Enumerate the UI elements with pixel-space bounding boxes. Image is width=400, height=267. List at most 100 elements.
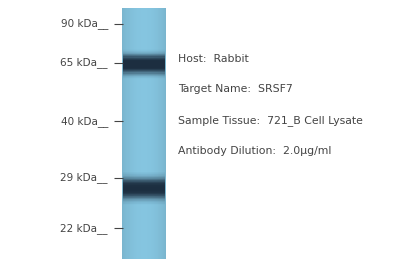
Bar (152, 8, 153, 259)
Bar (123, 60, 165, 62)
Text: Sample Tissue:  721_B Cell Lysate: Sample Tissue: 721_B Cell Lysate (178, 115, 363, 125)
Bar (123, 74, 165, 76)
Bar (123, 172, 165, 174)
Bar (123, 199, 165, 201)
Bar (123, 62, 165, 64)
Bar (123, 73, 165, 75)
Text: 22 kDa__: 22 kDa__ (60, 223, 108, 234)
Bar (123, 184, 165, 186)
Bar (156, 8, 158, 259)
Bar (123, 192, 165, 194)
Bar (123, 194, 165, 196)
Bar (164, 8, 165, 259)
Bar (123, 179, 165, 180)
Text: Antibody Dilution:  2.0μg/ml: Antibody Dilution: 2.0μg/ml (178, 146, 331, 156)
Bar (123, 190, 165, 191)
Bar (123, 59, 165, 61)
Bar (135, 8, 137, 259)
Bar (123, 49, 165, 51)
Bar (138, 8, 139, 259)
Bar (123, 177, 165, 179)
Bar (123, 59, 165, 61)
Bar (123, 68, 165, 70)
Bar (150, 8, 151, 259)
Bar (123, 54, 165, 56)
Bar (153, 8, 154, 259)
Bar (123, 196, 165, 198)
Bar (123, 76, 165, 77)
Bar (123, 68, 165, 70)
Bar (146, 8, 148, 259)
Bar (123, 50, 165, 52)
Bar (123, 72, 165, 74)
Bar (155, 8, 156, 259)
Bar (123, 202, 165, 204)
Bar (125, 8, 127, 259)
Bar (123, 57, 165, 59)
Bar (123, 75, 165, 77)
Bar (144, 8, 146, 259)
Bar (123, 70, 165, 72)
Bar (123, 64, 165, 65)
Bar (123, 72, 165, 74)
Bar (123, 177, 165, 179)
Bar (123, 175, 165, 177)
Bar (123, 51, 165, 53)
Bar (123, 69, 165, 71)
Bar (123, 201, 165, 203)
Bar (123, 188, 165, 190)
Bar (123, 183, 165, 185)
Bar (123, 185, 165, 187)
Bar (130, 8, 131, 259)
Bar (123, 173, 165, 175)
Bar (123, 187, 165, 189)
Bar (123, 185, 165, 187)
Bar (123, 66, 165, 68)
Text: Target Name:  SRSF7: Target Name: SRSF7 (178, 84, 293, 95)
Bar (123, 196, 165, 198)
Bar (123, 198, 165, 199)
Bar (160, 8, 162, 259)
Bar (150, 8, 152, 259)
Bar (123, 57, 165, 58)
Bar (123, 189, 165, 191)
Bar (123, 172, 165, 174)
Bar (145, 8, 146, 259)
Bar (147, 8, 149, 259)
Bar (123, 181, 165, 183)
Bar (123, 182, 165, 183)
Bar (123, 179, 165, 181)
Bar (123, 58, 165, 60)
Bar (123, 200, 165, 202)
Bar (129, 8, 130, 259)
Bar (123, 186, 165, 188)
Bar (123, 65, 165, 66)
Bar (123, 183, 165, 185)
Bar (123, 188, 165, 190)
Bar (123, 76, 165, 78)
Text: 40 kDa__: 40 kDa__ (61, 116, 108, 127)
Bar (123, 52, 165, 54)
Bar (123, 70, 165, 72)
Bar (148, 8, 150, 259)
Bar (134, 8, 136, 259)
Bar (165, 8, 166, 259)
Bar (123, 60, 165, 62)
Text: Host:  Rabbit: Host: Rabbit (178, 54, 249, 64)
Bar (123, 180, 165, 182)
Bar (158, 8, 160, 259)
Bar (133, 8, 134, 259)
Bar (123, 50, 165, 52)
Bar (123, 191, 165, 193)
Bar (136, 8, 138, 259)
Bar (123, 61, 165, 63)
Bar (123, 199, 165, 201)
Bar (123, 190, 165, 192)
Text: 29 kDa__: 29 kDa__ (60, 172, 108, 183)
Bar (123, 53, 165, 55)
Bar (123, 187, 165, 189)
Bar (123, 194, 165, 196)
Bar (122, 8, 124, 259)
Text: 90 kDa__: 90 kDa__ (61, 19, 108, 29)
Bar (123, 53, 165, 54)
